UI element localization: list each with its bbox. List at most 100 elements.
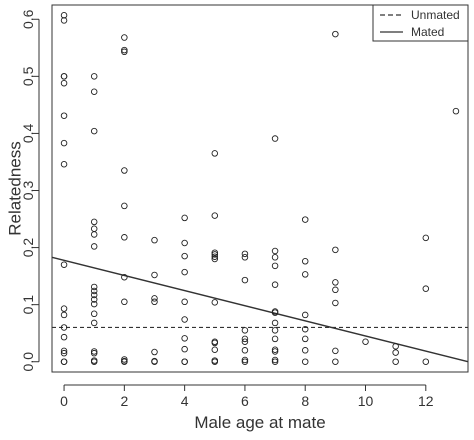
data-point <box>90 296 98 303</box>
x-axis-title: Male age at mate <box>194 413 325 432</box>
data-point <box>60 358 68 365</box>
data-point <box>211 346 219 353</box>
data-point <box>181 316 188 323</box>
data-point <box>60 112 68 119</box>
data-point <box>241 338 249 345</box>
data-point <box>121 356 128 363</box>
data-point <box>241 358 249 365</box>
data-point <box>181 239 188 247</box>
data-point <box>181 358 188 365</box>
data-point <box>301 325 309 333</box>
data-point <box>151 298 158 306</box>
data-point <box>271 327 279 334</box>
data-point <box>301 335 309 343</box>
x-tick-label: 4 <box>181 393 189 409</box>
data-point <box>90 310 98 318</box>
data-point <box>332 299 339 307</box>
data-point <box>181 335 188 342</box>
data-point <box>90 243 98 250</box>
data-point <box>121 298 128 306</box>
data-point <box>90 358 98 365</box>
data-point <box>90 88 98 96</box>
data-point <box>301 347 309 354</box>
data-point <box>271 346 279 353</box>
data-point <box>211 358 219 365</box>
x-tick-label: 8 <box>301 393 309 409</box>
data-point <box>90 283 98 291</box>
x-tick-label: 2 <box>120 393 128 409</box>
data-point <box>181 214 188 222</box>
y-axis-title: Relatedness <box>6 141 25 236</box>
data-point <box>422 358 430 365</box>
data-point <box>60 347 68 355</box>
data-point <box>121 234 128 241</box>
data-point <box>151 358 158 365</box>
data-point <box>332 246 339 254</box>
data-point <box>60 160 68 168</box>
data-point <box>151 295 158 302</box>
data-point <box>60 139 68 147</box>
data-point <box>332 347 339 355</box>
data-point <box>362 338 369 345</box>
data-point <box>241 356 249 364</box>
data-point <box>271 356 279 364</box>
data-point <box>211 212 219 219</box>
data-point <box>271 262 279 270</box>
data-point <box>60 305 68 312</box>
y-tick-label: 0.1 <box>20 295 36 315</box>
data-point <box>60 73 68 80</box>
y-tick-label: 0.2 <box>20 238 36 258</box>
data-point <box>241 250 249 258</box>
data-point <box>90 319 98 327</box>
legend-box <box>372 4 469 42</box>
data-point <box>301 258 309 265</box>
data-point <box>90 287 98 295</box>
y-tick-label: 0.6 <box>20 9 36 29</box>
data-point <box>121 34 128 41</box>
data-point <box>90 225 98 232</box>
data-point <box>271 358 279 365</box>
data-point <box>271 309 279 316</box>
data-point <box>90 300 98 308</box>
data-point <box>332 286 339 294</box>
data-point <box>151 271 158 279</box>
x-tick-label: 0 <box>60 393 68 409</box>
data-point <box>271 281 279 288</box>
data-point <box>181 252 188 260</box>
data-point <box>301 358 309 365</box>
data-point <box>211 339 219 347</box>
data-point <box>60 79 68 87</box>
data-point <box>392 358 399 365</box>
legend: Unmated Mated <box>372 4 469 42</box>
x-tick-label: 12 <box>418 393 434 409</box>
data-point <box>90 291 98 299</box>
data-point <box>422 234 430 242</box>
data-point <box>151 348 158 356</box>
x-tick-label: 10 <box>358 393 374 409</box>
data-point <box>90 73 98 80</box>
data-point <box>271 319 279 327</box>
legend-label-mated: Mated <box>411 25 444 39</box>
data-point <box>392 343 399 350</box>
legend-label-unmated: Unmated <box>411 8 460 22</box>
data-point <box>211 253 219 260</box>
data-point <box>90 348 98 355</box>
data-point <box>60 333 68 341</box>
y-tick-label: 0.4 <box>20 123 36 143</box>
data-point <box>121 46 128 54</box>
data-point <box>332 30 339 38</box>
data-point <box>271 335 279 343</box>
data-point <box>121 202 128 210</box>
data-point <box>452 107 460 115</box>
data-point <box>90 349 98 357</box>
data-point <box>301 271 309 278</box>
y-tick-label: 0.5 <box>20 66 36 86</box>
data-point <box>241 254 249 261</box>
x-tick-label: 6 <box>241 393 249 409</box>
data-point <box>211 150 219 157</box>
data-point <box>271 247 279 255</box>
data-point <box>60 17 68 24</box>
data-point <box>211 299 219 306</box>
